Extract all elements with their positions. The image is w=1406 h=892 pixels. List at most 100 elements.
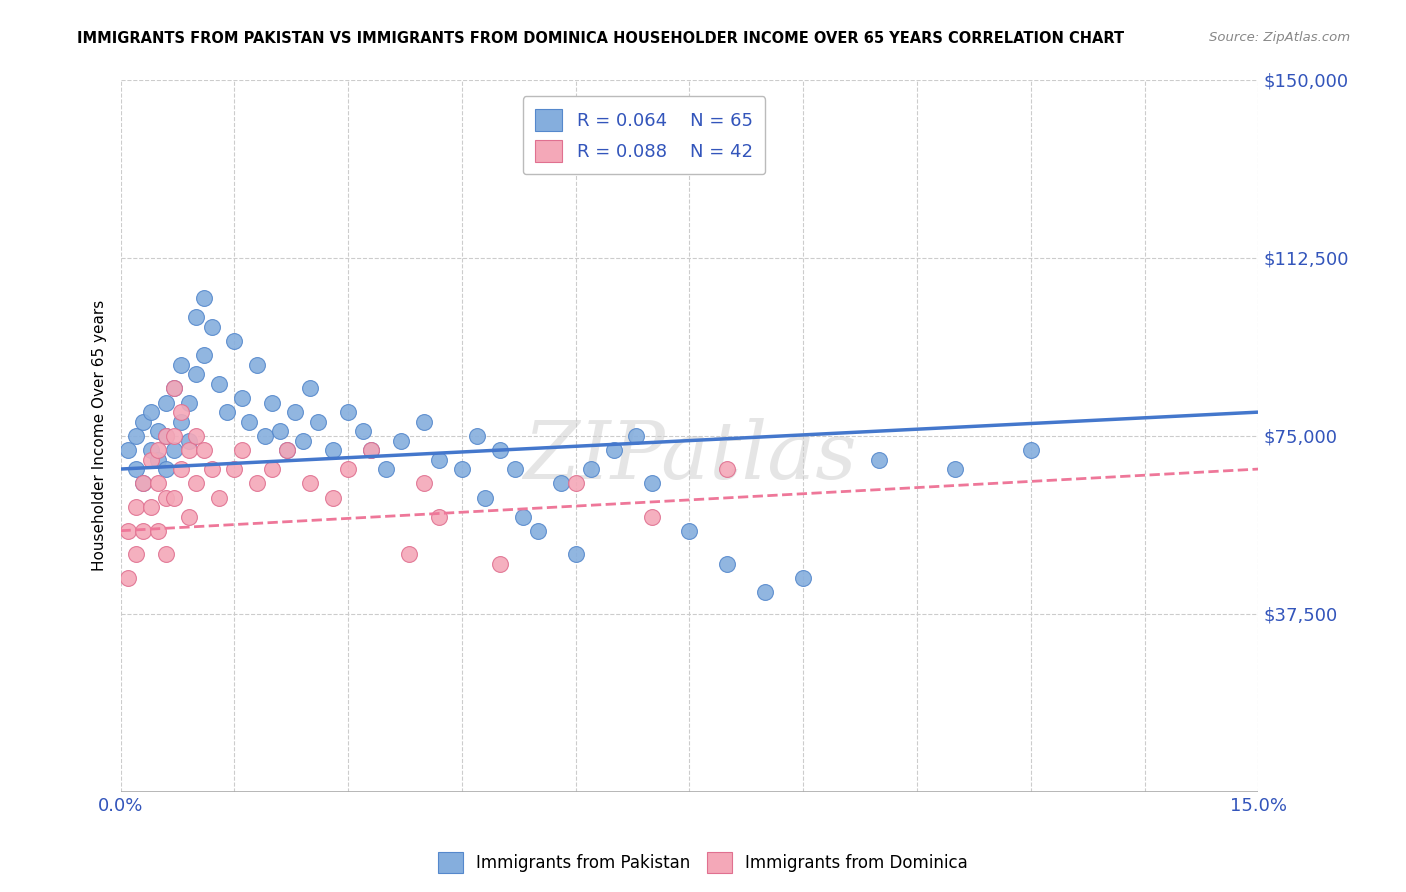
- Point: [231, 443, 253, 458]
- Point: [155, 429, 177, 443]
- Point: [170, 405, 193, 419]
- Legend: Immigrants from Pakistan, Immigrants from Dominica: Immigrants from Pakistan, Immigrants fro…: [432, 846, 974, 880]
- Point: [208, 376, 231, 391]
- Point: [193, 291, 215, 305]
- Point: [678, 524, 700, 538]
- Point: [200, 319, 222, 334]
- Point: [162, 429, 184, 443]
- Point: [224, 334, 246, 348]
- Point: [512, 509, 534, 524]
- Point: [626, 429, 648, 443]
- Point: [352, 424, 374, 438]
- Point: [253, 429, 276, 443]
- Point: [132, 476, 155, 491]
- Point: [177, 434, 200, 448]
- Point: [148, 524, 170, 538]
- Point: [389, 434, 412, 448]
- Point: [398, 548, 420, 562]
- Point: [186, 310, 208, 325]
- Point: [291, 434, 314, 448]
- Point: [148, 443, 170, 458]
- Point: [125, 500, 148, 514]
- Point: [117, 443, 139, 458]
- Point: [132, 476, 155, 491]
- Point: [299, 381, 322, 395]
- Point: [155, 491, 177, 505]
- Point: [170, 415, 193, 429]
- Point: [337, 405, 360, 419]
- Point: [132, 415, 155, 429]
- Point: [200, 462, 222, 476]
- Point: [474, 491, 496, 505]
- Point: [215, 405, 238, 419]
- Point: [117, 571, 139, 585]
- Point: [564, 476, 586, 491]
- Point: [177, 509, 200, 524]
- Point: [139, 405, 162, 419]
- Point: [177, 443, 200, 458]
- Point: [489, 443, 512, 458]
- Text: IMMIGRANTS FROM PAKISTAN VS IMMIGRANTS FROM DOMINICA HOUSEHOLDER INCOME OVER 65 : IMMIGRANTS FROM PAKISTAN VS IMMIGRANTS F…: [77, 31, 1125, 46]
- Point: [579, 462, 602, 476]
- Point: [550, 476, 572, 491]
- Point: [162, 381, 184, 395]
- Point: [307, 415, 329, 429]
- Point: [170, 358, 193, 372]
- Point: [139, 500, 162, 514]
- Y-axis label: Householder Income Over 65 years: Householder Income Over 65 years: [93, 301, 107, 572]
- Point: [238, 415, 260, 429]
- Point: [360, 443, 382, 458]
- Point: [246, 476, 269, 491]
- Point: [132, 524, 155, 538]
- Point: [602, 443, 624, 458]
- Point: [125, 548, 148, 562]
- Point: [162, 381, 184, 395]
- Point: [322, 491, 344, 505]
- Point: [170, 462, 193, 476]
- Point: [262, 395, 284, 409]
- Point: [186, 429, 208, 443]
- Point: [231, 391, 253, 405]
- Point: [177, 395, 200, 409]
- Point: [162, 491, 184, 505]
- Text: ZIPatlas: ZIPatlas: [523, 418, 856, 496]
- Point: [246, 358, 269, 372]
- Point: [208, 491, 231, 505]
- Point: [754, 585, 776, 599]
- Point: [139, 443, 162, 458]
- Point: [125, 429, 148, 443]
- Legend: R = 0.064    N = 65, R = 0.088    N = 42: R = 0.064 N = 65, R = 0.088 N = 42: [523, 96, 765, 175]
- Point: [526, 524, 548, 538]
- Point: [503, 462, 526, 476]
- Point: [716, 557, 738, 571]
- Point: [360, 443, 382, 458]
- Text: Source: ZipAtlas.com: Source: ZipAtlas.com: [1209, 31, 1350, 45]
- Point: [125, 462, 148, 476]
- Point: [451, 462, 474, 476]
- Point: [640, 476, 662, 491]
- Point: [155, 548, 177, 562]
- Point: [716, 462, 738, 476]
- Point: [792, 571, 814, 585]
- Point: [262, 462, 284, 476]
- Point: [269, 424, 291, 438]
- Point: [427, 452, 450, 467]
- Point: [337, 462, 360, 476]
- Point: [284, 405, 307, 419]
- Point: [155, 429, 177, 443]
- Point: [564, 548, 586, 562]
- Point: [117, 524, 139, 538]
- Point: [465, 429, 488, 443]
- Point: [322, 443, 344, 458]
- Point: [155, 395, 177, 409]
- Point: [155, 462, 177, 476]
- Point: [148, 476, 170, 491]
- Point: [427, 509, 450, 524]
- Point: [162, 443, 184, 458]
- Point: [148, 452, 170, 467]
- Point: [276, 443, 298, 458]
- Point: [276, 443, 298, 458]
- Point: [193, 348, 215, 362]
- Point: [224, 462, 246, 476]
- Point: [186, 367, 208, 381]
